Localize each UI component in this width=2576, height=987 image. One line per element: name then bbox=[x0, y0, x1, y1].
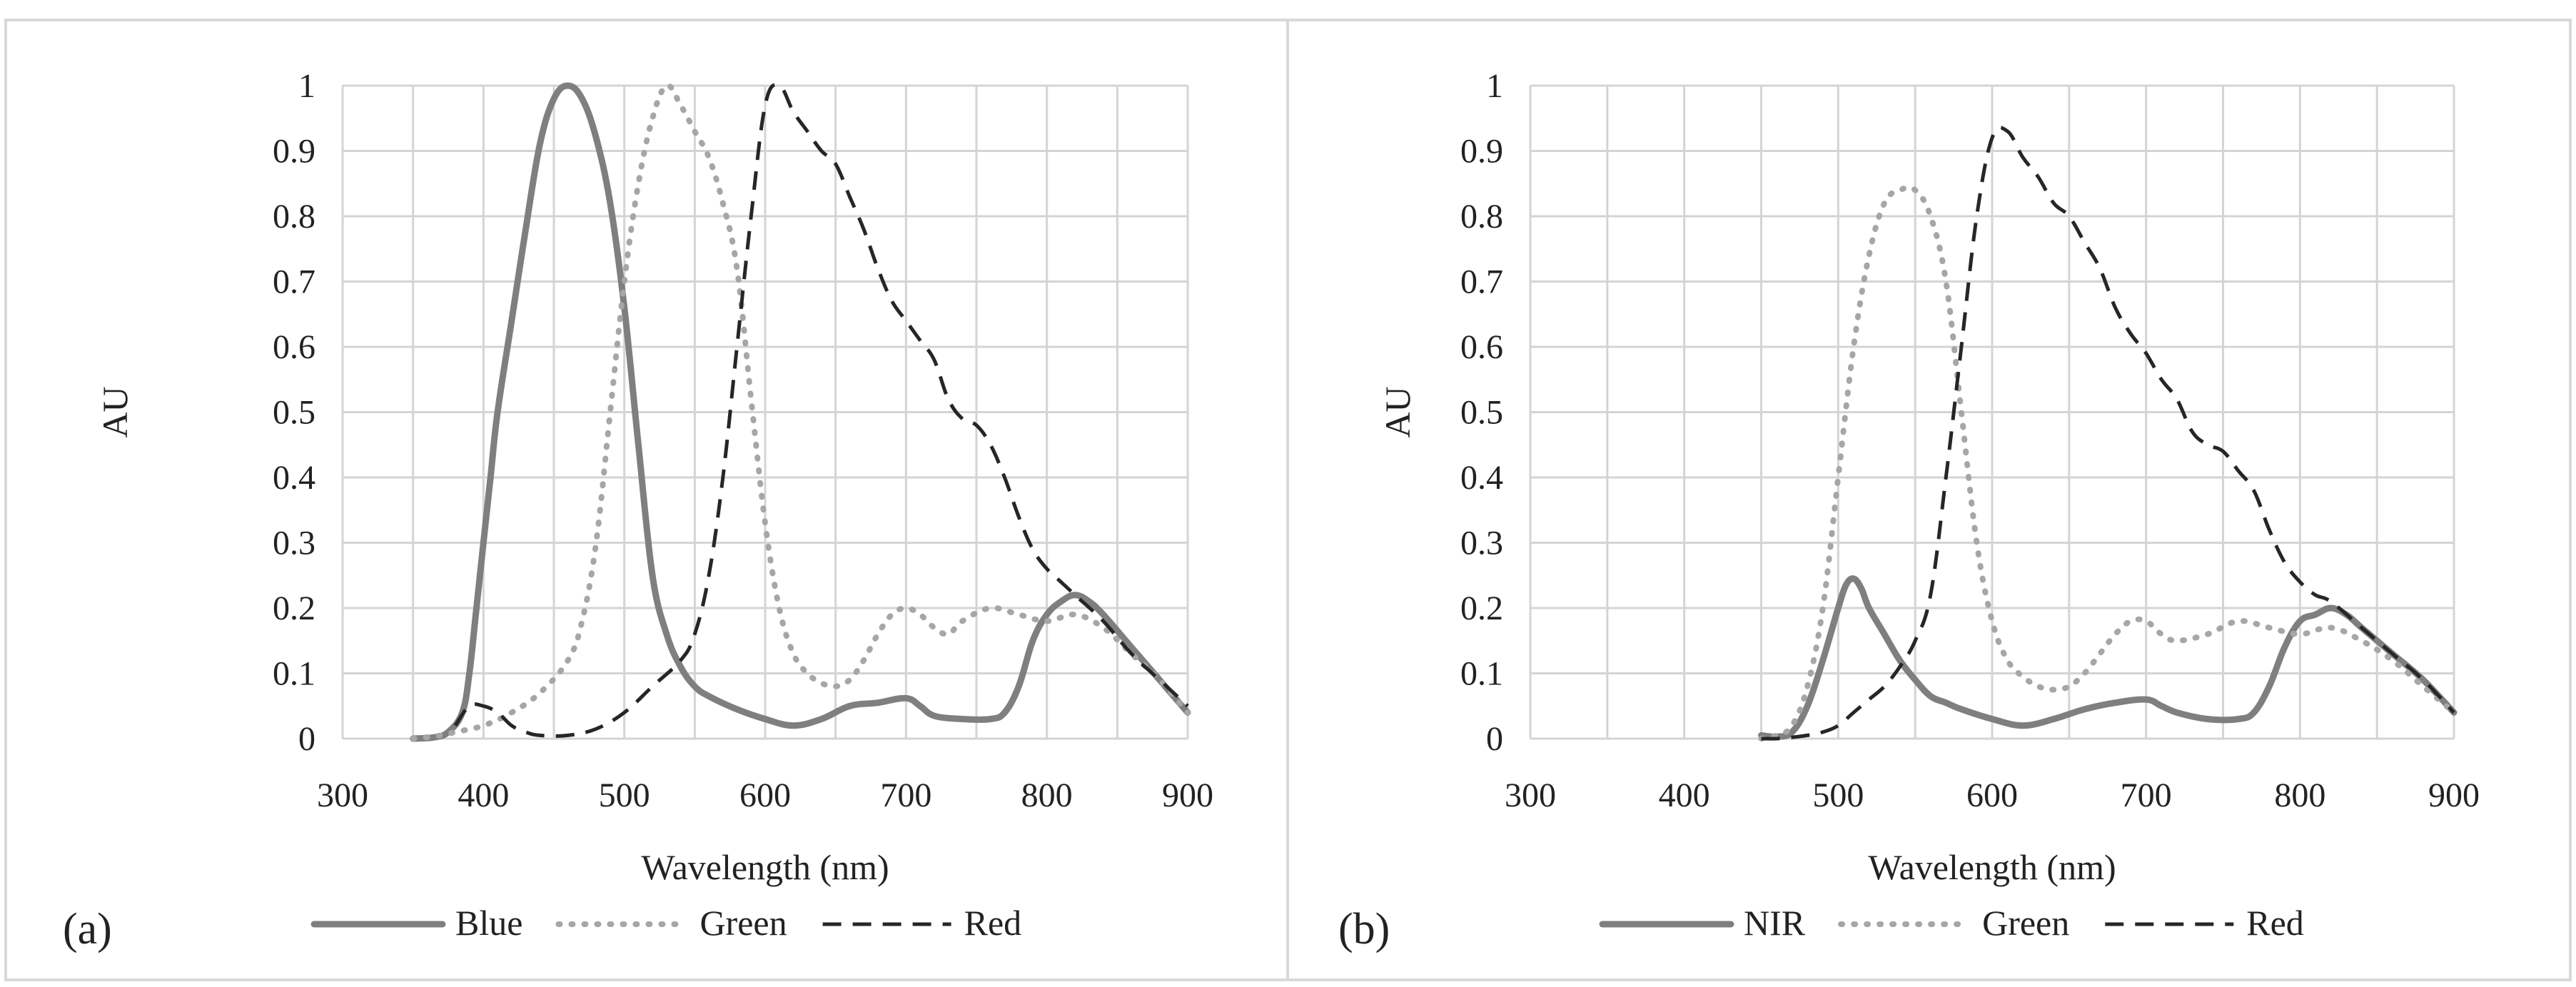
series-line-nir bbox=[1758, 575, 2458, 740]
gridlines bbox=[1529, 84, 2455, 740]
series-line-green bbox=[1758, 184, 2457, 741]
legend-label-0: Blue bbox=[455, 903, 522, 943]
y-tick-label: 0.7 bbox=[1460, 263, 1503, 301]
y-axis-label: AU bbox=[1378, 386, 1418, 437]
y-tick-label: 1 bbox=[1486, 67, 1503, 105]
x-tick-label: 800 bbox=[1021, 776, 1073, 814]
legend: NIR Green Red bbox=[1599, 903, 2304, 943]
y-tick-label: 0.4 bbox=[273, 459, 315, 497]
series-line-green bbox=[410, 82, 1191, 741]
y-tick-label: 0 bbox=[1486, 720, 1503, 758]
y-tick-label: 0.5 bbox=[273, 394, 315, 432]
legend: Blue Green Red bbox=[310, 903, 1022, 943]
x-tick-label: 300 bbox=[1505, 776, 1556, 814]
x-tick-label: 300 bbox=[317, 776, 368, 814]
y-tick-label: 0.4 bbox=[1460, 459, 1503, 497]
legend-label-2: Red bbox=[964, 903, 1022, 943]
series-line-red bbox=[1761, 126, 2455, 741]
x-tick-label: 900 bbox=[1162, 776, 1213, 814]
x-tick-labels: 300 400 500 600 700 800 900 bbox=[1505, 776, 2480, 814]
panel-label: (b) bbox=[1338, 905, 1390, 953]
y-tick-label: 0.1 bbox=[273, 655, 315, 693]
y-tick-label: 0 bbox=[298, 720, 315, 758]
x-tick-label: 700 bbox=[2121, 776, 2172, 814]
series-layer bbox=[1758, 126, 2458, 741]
x-axis-label: Wavelength (nm) bbox=[641, 847, 889, 887]
gridlines bbox=[341, 84, 1189, 740]
y-tick-label: 0.2 bbox=[273, 589, 315, 627]
legend-label-0: NIR bbox=[1744, 903, 1806, 943]
x-tick-label: 600 bbox=[739, 776, 791, 814]
y-tick-label: 0.2 bbox=[1460, 589, 1503, 627]
series-line-red bbox=[453, 83, 1189, 738]
y-tick-label: 0.6 bbox=[273, 328, 315, 366]
x-tick-label: 500 bbox=[599, 776, 650, 814]
x-tick-label: 600 bbox=[1966, 776, 2018, 814]
y-tick-label: 0.9 bbox=[273, 133, 315, 171]
chart-panel-b: 0 0.1 0.2 0.3 0.4 0.5 0.6 0.7 0.8 0.9 1 300 400 500 6… bbox=[1338, 67, 2480, 953]
y-tick-label: 0.9 bbox=[1460, 133, 1503, 171]
legend-label-1: Green bbox=[699, 903, 787, 943]
y-tick-label: 0.3 bbox=[1460, 525, 1503, 562]
x-tick-label: 800 bbox=[2274, 776, 2325, 814]
y-tick-labels: 0 0.1 0.2 0.3 0.4 0.5 0.6 0.7 0.8 0.9 1 bbox=[273, 67, 315, 758]
series-line-blue bbox=[410, 82, 1191, 742]
legend-label-2: Red bbox=[2246, 903, 2304, 943]
y-tick-label: 1 bbox=[298, 67, 315, 105]
legend-label-1: Green bbox=[1982, 903, 2069, 943]
y-tick-label: 0.7 bbox=[273, 263, 315, 301]
panel-label: (a) bbox=[63, 905, 112, 953]
y-tick-label: 0.8 bbox=[273, 198, 315, 236]
y-tick-label: 0.6 bbox=[1460, 328, 1503, 366]
chart-panel-a: 0 0.1 0.2 0.3 0.4 0.5 0.6 0.7 0.8 0.9 1 300 400 500 6… bbox=[63, 67, 1213, 953]
x-tick-label: 500 bbox=[1812, 776, 1864, 814]
x-tick-label: 900 bbox=[2428, 776, 2480, 814]
x-axis-label: Wavelength (nm) bbox=[1868, 847, 2116, 887]
x-tick-label: 400 bbox=[1659, 776, 1710, 814]
y-axis-label: AU bbox=[95, 386, 135, 437]
series-layer bbox=[410, 82, 1191, 742]
x-tick-labels: 300 400 500 600 700 800 900 bbox=[317, 776, 1213, 814]
x-tick-label: 400 bbox=[458, 776, 509, 814]
y-tick-label: 0.5 bbox=[1460, 394, 1503, 432]
y-tick-labels: 0 0.1 0.2 0.3 0.4 0.5 0.6 0.7 0.8 0.9 1 bbox=[1460, 67, 1503, 758]
y-tick-label: 0.8 bbox=[1460, 198, 1503, 236]
y-tick-label: 0.1 bbox=[1460, 655, 1503, 693]
x-tick-label: 700 bbox=[880, 776, 931, 814]
y-tick-label: 0.3 bbox=[273, 525, 315, 562]
